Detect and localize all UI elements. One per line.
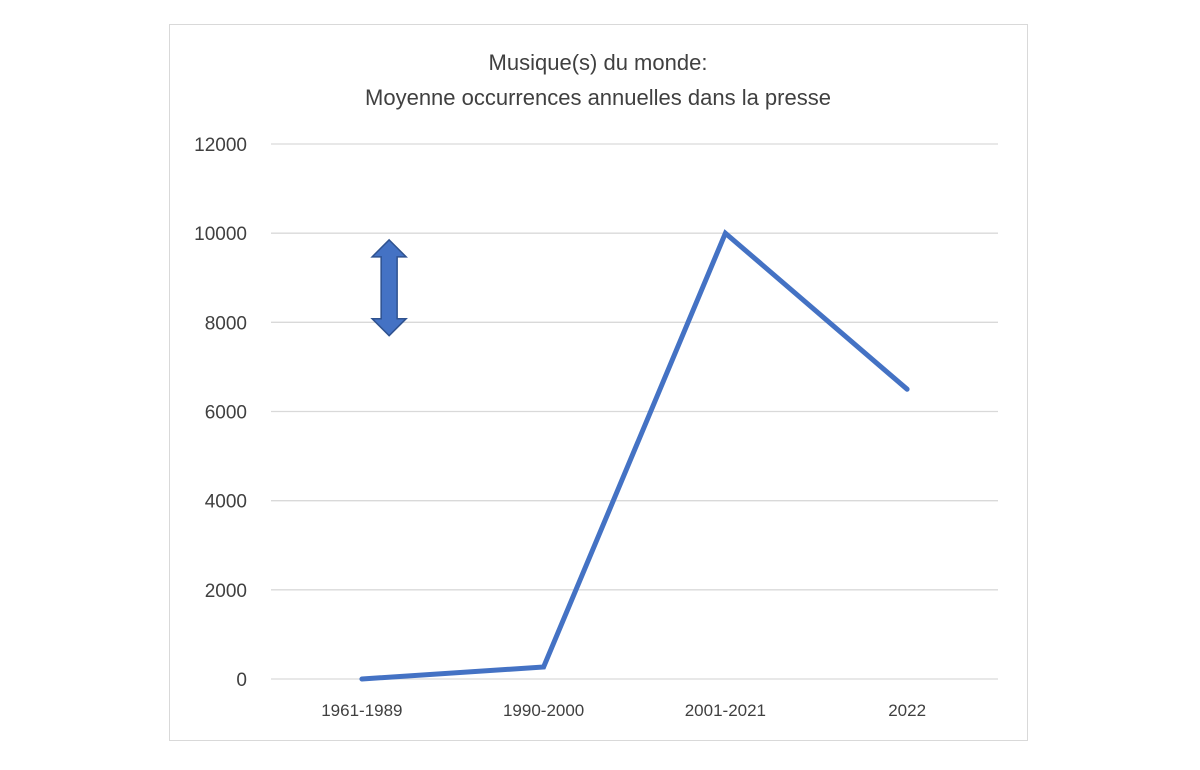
chart-title-line-1: Musique(s) du monde: [489, 50, 708, 75]
x-tick-label-2001-2021: 2001-2021 [685, 701, 766, 720]
y-axis-tick-labels: 0 2000 4000 6000 8000 10000 12000 [194, 135, 247, 691]
chart-title-line-2: Moyenne occurrences annuelles dans la pr… [365, 85, 831, 110]
x-tick-label-1961-1989: 1961-1989 [321, 701, 402, 720]
y-tick-label-6000: 6000 [205, 403, 247, 424]
y-tick-label-12000: 12000 [194, 135, 247, 156]
series-line-0 [359, 229, 910, 682]
annotation-layer [370, 238, 408, 337]
x-axis-tick-labels: 1961-1989 1990-2000 2001-2021 2022 [321, 701, 926, 720]
x-tick-label-2022: 2022 [888, 701, 926, 720]
y-tick-label-4000: 4000 [205, 492, 247, 513]
series-layer [359, 229, 910, 682]
x-tick-label-1990-2000: 1990-2000 [503, 701, 584, 720]
y-tick-label-10000: 10000 [194, 224, 247, 245]
y-tick-label-2000: 2000 [205, 581, 247, 602]
y-tick-label-8000: 8000 [205, 313, 247, 334]
double-arrow-icon [370, 238, 408, 337]
chart-title: Musique(s) du monde: Moyenne occurrences… [365, 50, 831, 110]
y-tick-label-0: 0 [236, 670, 247, 691]
gridlines [271, 143, 998, 680]
